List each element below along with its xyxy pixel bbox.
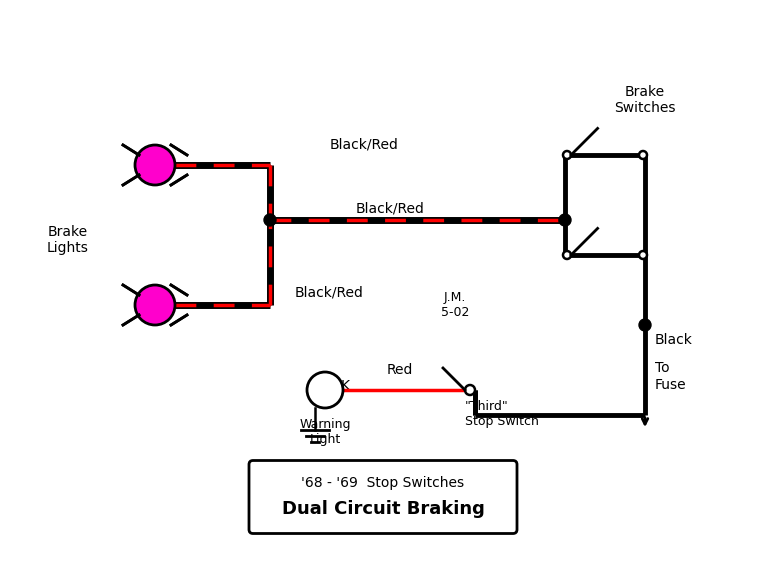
Text: Fuse: Fuse: [655, 378, 687, 392]
Text: Black: Black: [655, 333, 693, 347]
Text: Black/Red: Black/Red: [356, 201, 425, 215]
Circle shape: [639, 151, 647, 159]
Circle shape: [563, 151, 571, 159]
Circle shape: [135, 145, 175, 185]
Circle shape: [465, 385, 475, 395]
Circle shape: [307, 372, 343, 408]
Text: J.M.
5-02: J.M. 5-02: [441, 291, 469, 319]
Text: "Third"
Stop Switch: "Third" Stop Switch: [465, 400, 539, 428]
Text: Red: Red: [387, 363, 413, 377]
FancyBboxPatch shape: [249, 460, 517, 533]
Text: Brake
Lights: Brake Lights: [47, 225, 89, 255]
Text: Black/Red: Black/Red: [295, 286, 364, 300]
Text: '68 - '69  Stop Switches: '68 - '69 Stop Switches: [301, 476, 465, 490]
Circle shape: [563, 251, 571, 259]
Text: K: K: [341, 379, 350, 393]
Circle shape: [639, 251, 647, 259]
Circle shape: [639, 319, 651, 331]
Text: Black/Red: Black/Red: [330, 138, 399, 152]
Text: To: To: [655, 361, 670, 375]
Text: Dual Circuit Braking: Dual Circuit Braking: [282, 500, 485, 518]
Circle shape: [135, 285, 175, 325]
Text: Warning
Light: Warning Light: [300, 418, 351, 446]
Text: Brake
Switches: Brake Switches: [614, 85, 676, 115]
Circle shape: [264, 214, 276, 226]
Circle shape: [559, 214, 571, 226]
